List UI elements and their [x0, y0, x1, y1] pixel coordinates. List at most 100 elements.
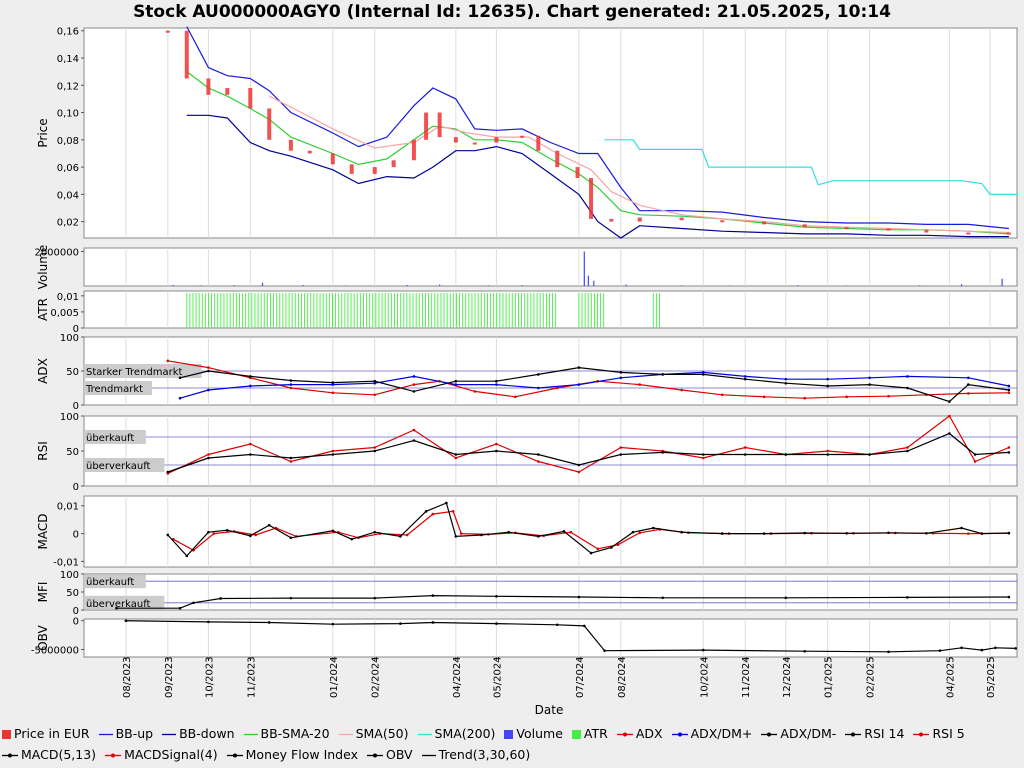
y-tick-label: 0,12 — [57, 81, 79, 92]
series-point — [762, 395, 766, 399]
y-axis-label: OBV — [36, 624, 50, 650]
series-point — [887, 650, 890, 654]
series-point — [289, 460, 293, 463]
legend-item: ATR — [571, 723, 608, 744]
y-tick-label: 0,08 — [57, 136, 79, 147]
x-axis-label: Date — [535, 703, 564, 717]
series-point — [577, 470, 581, 474]
series-point — [226, 528, 229, 532]
band-label: überkauft — [86, 577, 134, 588]
series-adx-dm- — [179, 366, 1009, 403]
y-tick-label: 50 — [66, 367, 79, 378]
series-point — [331, 381, 335, 384]
series-point — [826, 449, 829, 453]
series-point — [826, 384, 829, 388]
series-point — [473, 390, 477, 393]
price-candle — [225, 88, 230, 95]
price-candle — [349, 164, 354, 174]
series-point — [967, 532, 970, 535]
series-point — [680, 388, 683, 392]
x-tick-label: 10/2024 — [699, 656, 710, 698]
price-candle — [679, 217, 684, 221]
legend-item: BB-down — [162, 723, 235, 744]
series-point — [619, 453, 623, 456]
x-tick-label: 10/2023 — [204, 656, 215, 698]
legend-swatch — [671, 732, 688, 737]
series-point — [569, 530, 573, 534]
x-tick-label: 09/2023 — [164, 656, 175, 698]
series-point — [948, 400, 951, 403]
series-point — [219, 597, 222, 600]
series-point — [399, 622, 402, 625]
series-point — [980, 648, 984, 652]
series-point — [616, 543, 620, 547]
series-point — [254, 533, 258, 537]
series-point — [431, 594, 435, 597]
series-point — [537, 460, 540, 463]
price-candle — [609, 218, 614, 222]
panel-price-frame — [83, 27, 1018, 239]
legend-swatch — [98, 733, 113, 736]
series-point — [350, 537, 354, 541]
series-point — [1007, 595, 1011, 599]
series-point — [562, 530, 566, 533]
price-candle — [802, 224, 807, 228]
legend-label: MACD(5,13) — [21, 747, 97, 762]
price-candle — [267, 108, 272, 140]
series-point — [845, 532, 848, 535]
series-point — [784, 377, 788, 381]
series-point — [661, 596, 665, 600]
series-point — [826, 377, 829, 381]
y-tick-label: 100 — [60, 333, 79, 344]
legend-label: MACDSignal(4) — [124, 747, 218, 762]
panel-obv-frame — [83, 618, 1018, 658]
x-tick-label: 02/2024 — [371, 656, 382, 698]
series-point — [207, 388, 210, 392]
series-point — [331, 453, 335, 456]
series-point — [803, 649, 807, 653]
series-point — [577, 383, 581, 386]
series-point — [1007, 531, 1011, 535]
panel-rsi-frame — [83, 415, 1018, 487]
chart-panels: 0,16 0,14 0,12 0,10 0,08 0,06 0,04 0,02 Price 200… — [31, 26, 1018, 658]
series-point — [661, 373, 665, 376]
series-point — [967, 392, 970, 395]
panel-rsi: 100 50 0 RSI überkauft überverkauft — [36, 412, 1018, 493]
band-label: überverkauft — [86, 599, 151, 610]
price-candle — [637, 217, 642, 222]
series-point — [431, 512, 435, 516]
price-candle — [966, 232, 971, 235]
y-tick-label: 0,14 — [57, 54, 79, 65]
series-point — [980, 532, 984, 535]
y-axis-label: MFI — [36, 582, 50, 603]
x-tick-label: 08/2023 — [122, 656, 133, 698]
y-tick-label: 50 — [66, 588, 79, 599]
price-candle — [206, 78, 211, 95]
series-point — [537, 535, 540, 538]
x-tick-label: 08/2024 — [617, 656, 628, 698]
band-label-bg — [84, 574, 146, 589]
legend-label: OBV — [385, 747, 413, 762]
series-point — [948, 432, 951, 435]
y-axis-label: MACD — [36, 514, 50, 550]
series-point — [289, 383, 293, 386]
series-point — [451, 510, 455, 513]
legend-swatch — [2, 753, 18, 758]
legend-swatch — [162, 733, 177, 736]
series-point — [185, 554, 189, 558]
series-point — [762, 532, 766, 535]
price-candle — [372, 167, 377, 174]
x-tick-label: 05/2025 — [986, 656, 997, 698]
price-candle — [437, 112, 442, 138]
legend-item: Money Flow Index — [226, 744, 358, 765]
series-point — [124, 619, 128, 623]
series-point — [868, 383, 871, 386]
legend-label: SMA(50) — [355, 726, 409, 741]
price-candle — [424, 112, 429, 140]
price-candle — [575, 167, 580, 178]
series-point — [289, 596, 293, 600]
y-tick-label: 0,04 — [57, 190, 79, 201]
legend: Price in EUR BB-up BB-down BB-SMA-20 SMA(50)… — [2, 723, 1020, 765]
y-axis-label: ATR — [36, 298, 50, 321]
series-point — [454, 453, 458, 456]
